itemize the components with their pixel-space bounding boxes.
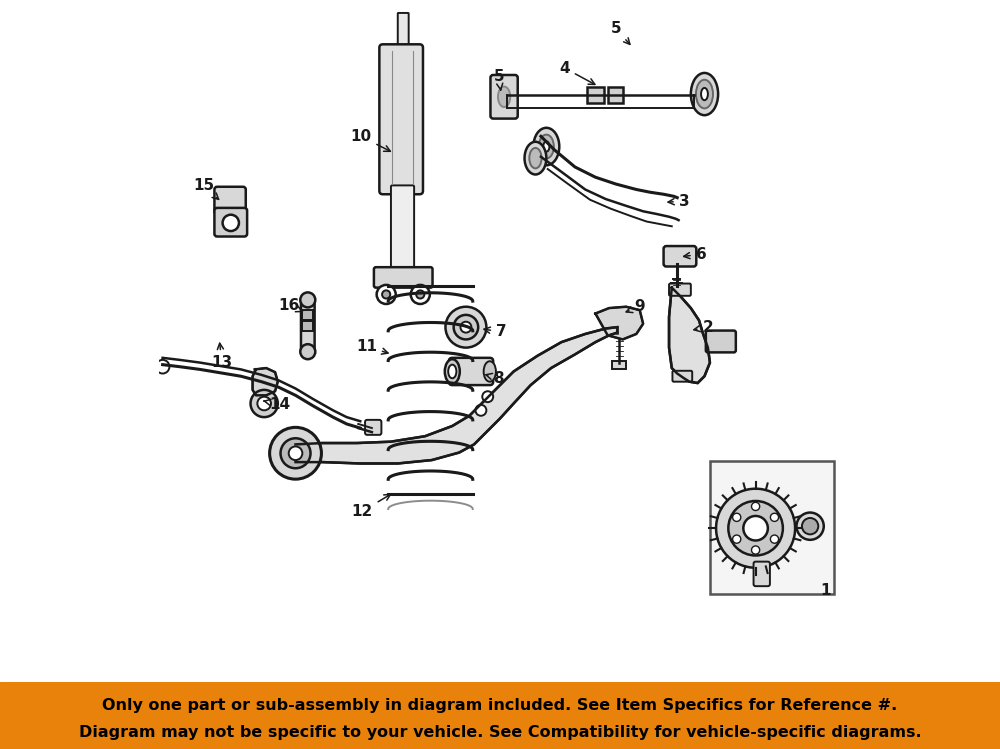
Polygon shape [296,327,617,464]
FancyBboxPatch shape [612,360,626,369]
Circle shape [716,488,795,568]
Circle shape [770,513,779,521]
Circle shape [802,518,818,534]
Text: 9: 9 [626,299,645,315]
Circle shape [382,291,390,299]
Ellipse shape [445,360,460,383]
FancyBboxPatch shape [706,330,736,352]
Ellipse shape [701,88,708,100]
Text: 3: 3 [668,193,689,208]
Ellipse shape [543,142,549,151]
FancyBboxPatch shape [214,187,246,214]
FancyBboxPatch shape [490,75,518,118]
FancyBboxPatch shape [672,371,692,382]
Circle shape [733,535,741,543]
Circle shape [770,535,779,543]
Text: 5: 5 [611,21,630,44]
Bar [710,461,834,595]
Text: Only one part or sub-assembly in diagram included. See Item Specifics for Refere: Only one part or sub-assembly in diagram… [102,697,898,713]
FancyBboxPatch shape [379,44,423,194]
Text: 13: 13 [211,343,232,370]
Ellipse shape [448,365,456,378]
FancyBboxPatch shape [302,310,313,320]
Text: 14: 14 [264,397,290,412]
Circle shape [733,513,741,521]
Ellipse shape [484,361,496,382]
FancyBboxPatch shape [669,284,691,296]
Circle shape [796,512,824,540]
Text: 12: 12 [352,494,391,519]
Text: 8: 8 [486,371,504,386]
Circle shape [460,322,471,333]
Circle shape [743,516,768,541]
FancyBboxPatch shape [365,420,381,435]
Ellipse shape [696,79,713,109]
Text: 4: 4 [559,61,595,85]
FancyBboxPatch shape [754,562,770,586]
Circle shape [445,307,486,348]
Ellipse shape [498,87,510,107]
Circle shape [270,428,321,479]
Circle shape [475,405,486,416]
Text: 6: 6 [684,246,706,261]
Text: 7: 7 [484,324,507,339]
Text: 11: 11 [356,339,388,354]
Circle shape [251,390,278,417]
Circle shape [752,546,760,554]
Ellipse shape [525,142,546,175]
Circle shape [752,503,760,511]
Text: 1: 1 [820,583,830,598]
Circle shape [156,360,169,374]
Ellipse shape [533,128,559,166]
FancyBboxPatch shape [301,298,315,354]
Circle shape [223,215,239,231]
Ellipse shape [691,73,718,115]
Text: 15: 15 [193,178,219,199]
Circle shape [300,292,315,307]
Polygon shape [669,288,710,383]
Text: 5: 5 [493,69,504,90]
FancyBboxPatch shape [214,208,247,237]
Circle shape [728,501,783,556]
Circle shape [257,397,271,410]
FancyBboxPatch shape [398,13,409,52]
Circle shape [300,345,315,360]
FancyBboxPatch shape [449,358,493,385]
Circle shape [454,315,478,339]
FancyBboxPatch shape [391,186,414,276]
Circle shape [377,285,396,304]
Circle shape [482,391,493,402]
Circle shape [281,438,311,468]
Polygon shape [595,306,643,339]
Circle shape [411,285,430,304]
Ellipse shape [539,135,554,159]
Circle shape [416,291,424,299]
Polygon shape [253,368,278,395]
Text: 16: 16 [278,298,303,313]
Text: Diagram may not be specific to your vehicle. See Compatibility for vehicle-speci: Diagram may not be specific to your vehi… [79,724,921,740]
Circle shape [289,446,302,460]
Ellipse shape [529,148,542,169]
Text: 2: 2 [694,320,713,335]
FancyBboxPatch shape [608,87,623,103]
FancyBboxPatch shape [587,87,604,103]
FancyBboxPatch shape [302,321,313,330]
Text: 10: 10 [350,129,390,151]
FancyBboxPatch shape [374,267,433,288]
FancyBboxPatch shape [664,246,696,267]
FancyBboxPatch shape [671,283,682,291]
